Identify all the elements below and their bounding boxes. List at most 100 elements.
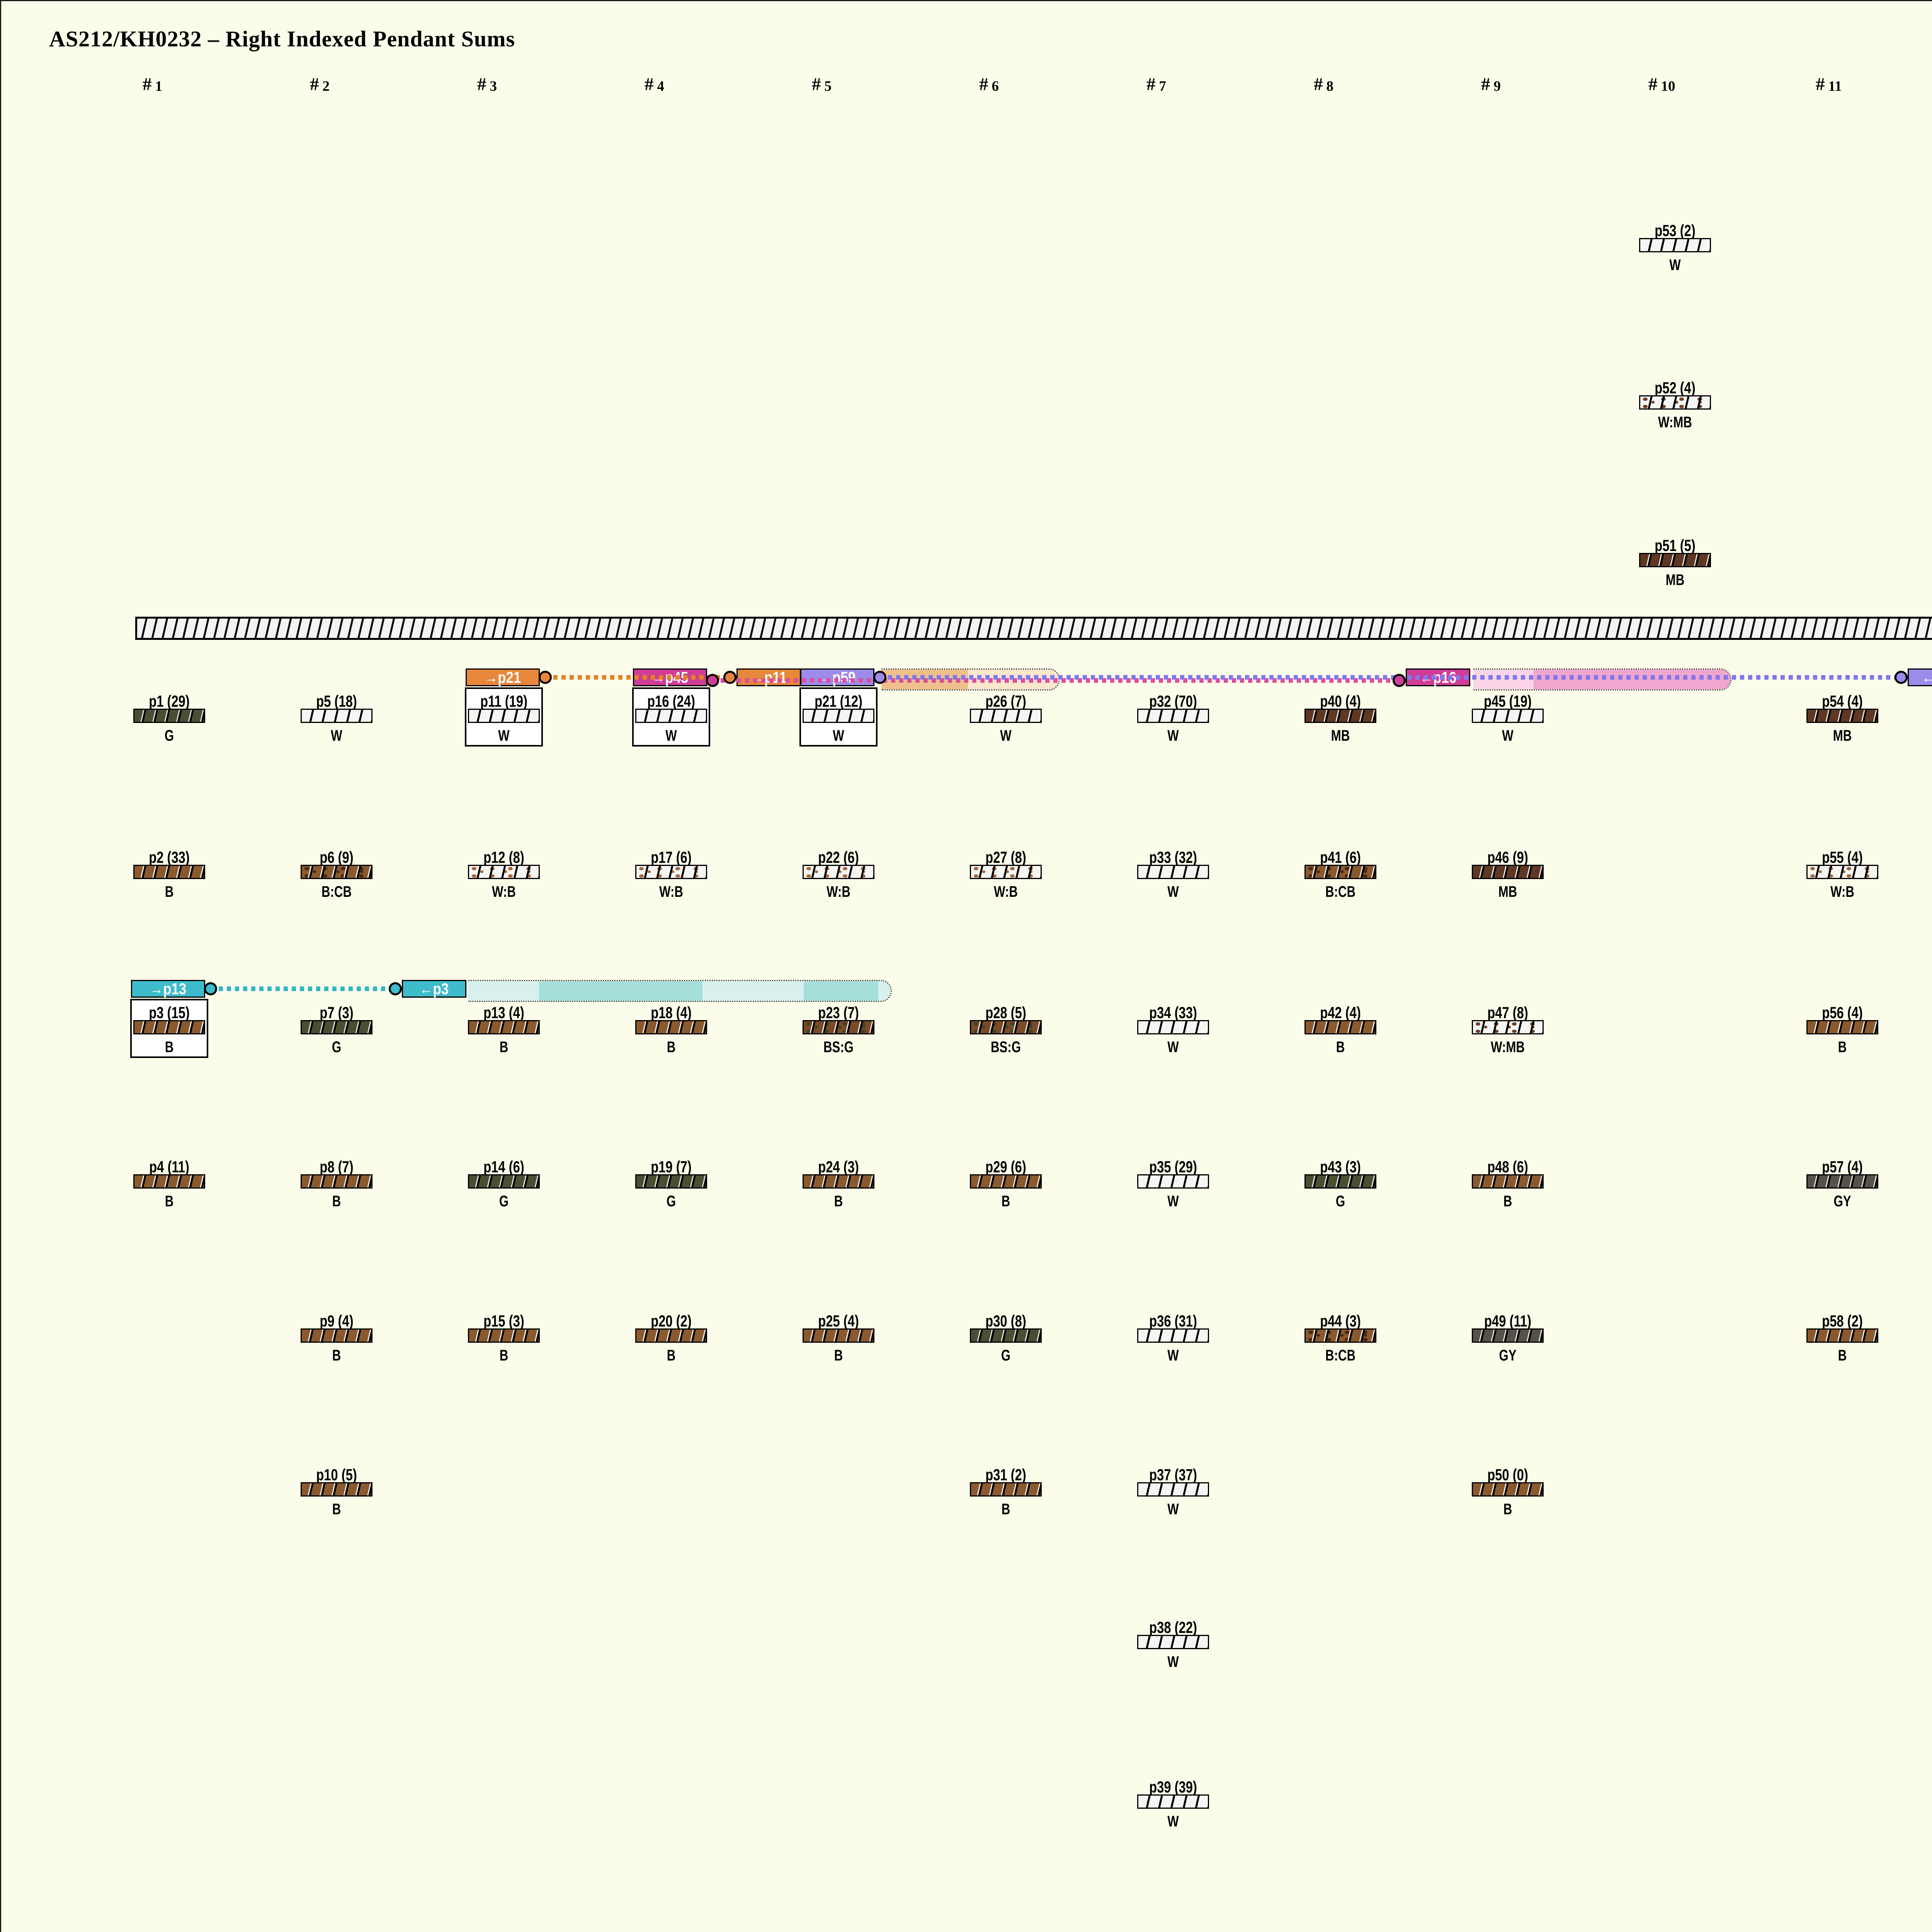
column-header-11: #11 [1816, 74, 1842, 95]
p32-label: p32 (70) [1149, 692, 1197, 710]
p55-code: W:B [1830, 883, 1854, 900]
column-header-9: #9 [1481, 74, 1501, 95]
p27-bar [970, 865, 1042, 879]
p5-code: W [331, 727, 342, 744]
p16-label: p16 (24) [647, 692, 695, 710]
p16-bar [635, 709, 707, 723]
p49-label: p49 (11) [1484, 1312, 1532, 1330]
p23-code: BS:G [823, 1039, 854, 1056]
p26-label: p26 (7) [985, 692, 1026, 710]
p20-label: p20 (2) [651, 1312, 692, 1330]
p19-label: p19 (7) [651, 1158, 692, 1176]
header-number: 5 [824, 78, 832, 94]
p39-code: W [1167, 1813, 1179, 1830]
p50-bar [1472, 1482, 1544, 1497]
p45-label: p45 (19) [1484, 692, 1532, 710]
p18-bar [635, 1020, 707, 1034]
gradient-segment [539, 981, 702, 1001]
p29-bar [970, 1174, 1042, 1189]
sum-band-in-p13: ←p3 [402, 980, 466, 998]
p27-label: p27 (8) [985, 848, 1026, 866]
p39-label: p39 (39) [1149, 1778, 1197, 1796]
p50-code: B [1503, 1501, 1512, 1518]
p37-bar [1137, 1482, 1209, 1497]
header-hash: # [1648, 74, 1658, 94]
p9-label: p9 (4) [320, 1312, 354, 1330]
p5-bar [301, 709, 372, 723]
p54-label: p54 (4) [1822, 692, 1863, 710]
header-number: 4 [657, 78, 665, 94]
connector-dot [723, 671, 736, 684]
p32-code: W [1167, 727, 1179, 744]
p42-label: p42 (4) [1320, 1003, 1361, 1022]
p57-label: p57 (4) [1822, 1158, 1863, 1176]
p31-code: B [1001, 1501, 1010, 1518]
p43-bar [1304, 1174, 1376, 1189]
p37-label: p37 (37) [1149, 1466, 1197, 1484]
sum-band-label: ←p21 [1922, 669, 1932, 685]
header-number: 1 [155, 78, 163, 94]
p48-code: B [1503, 1193, 1512, 1210]
p46-bar [1472, 865, 1544, 879]
p8-bar [301, 1174, 372, 1189]
p52-bar [1639, 395, 1711, 410]
p38-label: p38 (22) [1149, 1618, 1197, 1636]
p24-label: p24 (3) [818, 1158, 859, 1176]
sum-band-label: ←p11 [751, 668, 787, 686]
p47-label: p47 (8) [1487, 1003, 1528, 1022]
p8-code: B [332, 1193, 341, 1210]
gradient-segment [702, 981, 804, 1001]
p2-bar [133, 865, 205, 879]
column-header-4: #4 [645, 74, 664, 95]
sum-band-out-p11: →p21 [466, 668, 540, 686]
p36-code: W [1167, 1347, 1179, 1364]
header-hash: # [979, 74, 988, 94]
connector-line-p21-p59 [880, 675, 1901, 680]
p3-label: p3 (15) [149, 1003, 190, 1022]
p49-code: GY [1499, 1347, 1517, 1364]
p4-bar [133, 1174, 205, 1189]
p24-bar [803, 1174, 874, 1189]
connector-dot [389, 982, 402, 995]
p29-code: B [1001, 1193, 1010, 1210]
p40-label: p40 (4) [1320, 692, 1361, 710]
p30-label: p30 (8) [985, 1312, 1026, 1330]
p45-code: W [1502, 727, 1514, 744]
p23-bar [803, 1020, 874, 1034]
p15-bar [468, 1328, 540, 1343]
p28-code: BS:G [991, 1039, 1021, 1056]
p14-bar [468, 1174, 540, 1189]
p9-code: B [332, 1347, 341, 1364]
header-hash: # [477, 74, 486, 94]
p53-bar [1639, 238, 1711, 252]
sum-band-in-p59: ←p21 [1908, 668, 1932, 686]
p7-label: p7 (3) [320, 1003, 354, 1022]
p50-label: p50 (0) [1487, 1466, 1528, 1484]
p24-code: B [834, 1193, 843, 1210]
p22-code: W:B [827, 883, 850, 900]
p16-code: W [665, 727, 677, 744]
column-header-3: #3 [477, 74, 497, 95]
gradient-segment [468, 981, 539, 1001]
p25-code: B [834, 1347, 843, 1364]
header-number: 2 [322, 78, 330, 94]
p17-label: p17 (6) [651, 848, 692, 866]
p5-label: p5 (18) [316, 692, 357, 710]
p17-bar [635, 865, 707, 879]
p38-bar [1137, 1635, 1209, 1649]
p28-label: p28 (5) [985, 1003, 1026, 1022]
page-title: AS212/KH0232 – Right Indexed Pendant Sum… [49, 26, 515, 51]
column-header-7: #7 [1146, 74, 1166, 95]
header-hash: # [812, 74, 821, 94]
p28-bar [970, 1020, 1042, 1034]
p20-code: B [667, 1347, 676, 1364]
p25-label: p25 (4) [818, 1312, 859, 1330]
p44-bar [1304, 1328, 1376, 1343]
p48-label: p48 (6) [1487, 1158, 1528, 1176]
p38-code: W [1167, 1653, 1179, 1670]
p58-label: p58 (2) [1822, 1312, 1863, 1330]
gradient-segment [878, 981, 891, 1001]
p41-code: B:CB [1325, 883, 1355, 900]
p55-bar [1806, 865, 1878, 879]
header-hash: # [1314, 74, 1323, 94]
